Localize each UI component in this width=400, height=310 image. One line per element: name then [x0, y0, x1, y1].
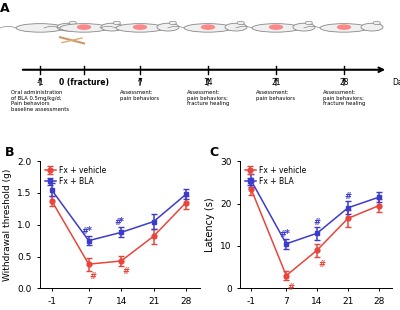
Text: #: # — [287, 283, 294, 292]
Circle shape — [337, 24, 351, 30]
Ellipse shape — [293, 23, 315, 31]
Ellipse shape — [184, 24, 232, 32]
Text: Days: Days — [392, 78, 400, 87]
Text: *: * — [87, 226, 92, 236]
Ellipse shape — [69, 21, 76, 24]
Ellipse shape — [225, 23, 247, 31]
Text: #: # — [314, 218, 320, 227]
Text: 14: 14 — [203, 78, 213, 87]
Ellipse shape — [157, 23, 179, 31]
Circle shape — [133, 24, 147, 30]
Ellipse shape — [361, 23, 383, 31]
Ellipse shape — [57, 23, 79, 31]
Ellipse shape — [116, 24, 164, 32]
Text: #: # — [344, 192, 352, 201]
Circle shape — [77, 24, 91, 30]
Legend: Fx + vehicle, Fx + BLA: Fx + vehicle, Fx + BLA — [44, 165, 107, 187]
Ellipse shape — [305, 21, 312, 24]
Text: #: # — [318, 260, 325, 269]
Text: #: # — [280, 230, 287, 239]
Ellipse shape — [373, 21, 380, 24]
Ellipse shape — [101, 23, 123, 31]
Ellipse shape — [113, 21, 120, 24]
Ellipse shape — [237, 21, 244, 24]
Ellipse shape — [60, 24, 108, 32]
Text: #: # — [114, 218, 121, 227]
Text: #: # — [90, 272, 97, 281]
Text: 21: 21 — [271, 78, 281, 87]
Y-axis label: Latency (s): Latency (s) — [205, 197, 215, 252]
Ellipse shape — [16, 24, 64, 32]
Circle shape — [201, 24, 215, 30]
Ellipse shape — [320, 24, 368, 32]
Ellipse shape — [169, 21, 176, 24]
Text: 28: 28 — [339, 78, 349, 87]
Text: 7: 7 — [138, 78, 142, 87]
Legend: Fx + vehicle, Fx + BLA: Fx + vehicle, Fx + BLA — [244, 165, 307, 187]
Text: -1: -1 — [36, 78, 44, 87]
Text: Assessment:
pain behaviors;
fracture healing: Assessment: pain behaviors; fracture hea… — [323, 90, 365, 107]
Ellipse shape — [252, 24, 300, 32]
Text: #: # — [122, 267, 129, 276]
Circle shape — [269, 24, 283, 30]
Text: Assessment:
pain behaviors;
fracture healing: Assessment: pain behaviors; fracture hea… — [187, 90, 229, 107]
Text: #: # — [82, 227, 89, 236]
Text: *: * — [285, 228, 290, 239]
Text: Assessment:
pain behaviors: Assessment: pain behaviors — [120, 90, 160, 101]
Text: 0 (fracture): 0 (fracture) — [59, 78, 109, 87]
Text: A: A — [0, 2, 10, 15]
Text: Oral administration
of BLA 0.5mg/kg/d;
Pain behaviors
baseline assessments: Oral administration of BLA 0.5mg/kg/d; P… — [11, 90, 69, 112]
Text: Assessment:
pain behaviors: Assessment: pain behaviors — [256, 90, 296, 101]
Y-axis label: Withdrawal threshold (g): Withdrawal threshold (g) — [3, 169, 12, 281]
Text: *: * — [119, 217, 124, 227]
Text: C: C — [210, 146, 219, 159]
Text: B: B — [5, 146, 14, 159]
